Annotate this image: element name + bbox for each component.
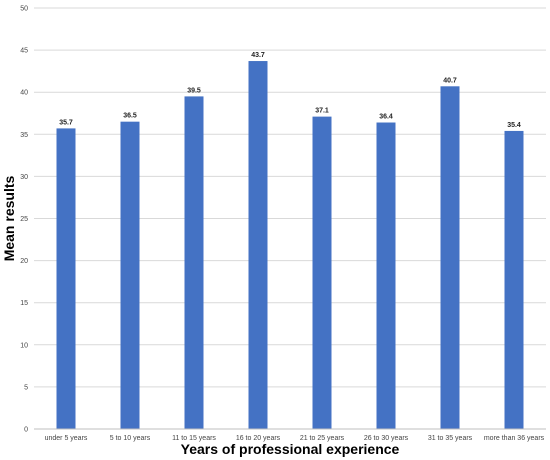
y-tick-label: 15 <box>20 300 28 307</box>
y-axis-title: Mean results <box>1 175 17 261</box>
x-tick-label: 31 to 35 years <box>428 435 473 442</box>
x-tick-label: 16 to 20 years <box>236 435 281 442</box>
y-axis-ticks: 0 5 10 15 20 25 30 35 40 45 50 <box>20 6 28 434</box>
data-label: 43.7 <box>251 52 265 59</box>
x-tick-label: 26 to 30 years <box>364 435 409 442</box>
y-tick-label: 20 <box>20 258 28 265</box>
data-label: 36.4 <box>379 114 393 121</box>
x-tick-label: more than 36 years <box>484 435 545 442</box>
data-label: 36.5 <box>123 113 137 120</box>
bar <box>184 96 204 429</box>
y-tick-label: 45 <box>20 48 28 55</box>
data-label: 37.1 <box>315 108 329 115</box>
bar <box>120 121 140 430</box>
gridlines <box>34 7 546 388</box>
data-label: 39.5 <box>187 87 201 94</box>
bar <box>504 130 524 429</box>
x-tick-label: 21 to 25 years <box>300 435 345 442</box>
y-tick-label: 0 <box>24 427 28 434</box>
bar <box>56 128 76 429</box>
bar <box>312 116 332 430</box>
x-tick-label: 11 to 15 years <box>172 435 216 442</box>
bars <box>56 61 524 430</box>
x-tick-label: under 5 years <box>45 435 88 442</box>
bar <box>376 122 396 430</box>
y-tick-label: 40 <box>20 90 28 97</box>
y-tick-label: 35 <box>20 132 28 139</box>
bar <box>440 86 460 429</box>
x-tick-label: 5 to 10 years <box>110 435 151 442</box>
data-label: 40.7 <box>443 77 457 84</box>
x-axis-ticks: under 5 years 5 to 10 years 11 to 15 years… <box>45 435 545 442</box>
data-label: 35.7 <box>59 119 73 126</box>
y-tick-label: 10 <box>20 342 28 349</box>
y-tick-label: 30 <box>20 174 28 181</box>
y-tick-label: 5 <box>24 384 28 391</box>
bar <box>248 61 268 430</box>
y-tick-label: 50 <box>20 6 28 13</box>
y-tick-label: 25 <box>20 216 28 223</box>
x-axis-title: Years of professional experience <box>181 441 400 457</box>
data-labels: 35.7 36.5 39.5 43.7 37.1 36.4 40.7 35.4 <box>59 52 521 129</box>
data-label: 35.4 <box>507 122 521 129</box>
